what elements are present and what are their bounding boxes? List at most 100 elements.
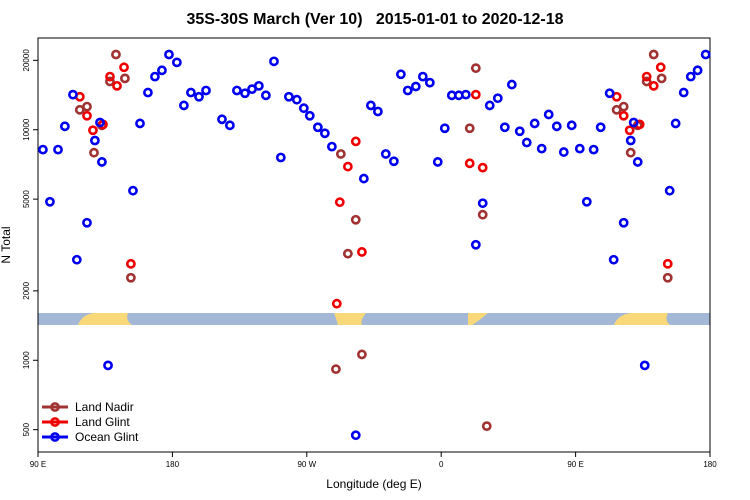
point xyxy=(97,157,107,167)
point xyxy=(105,71,115,82)
legend-marker xyxy=(50,432,60,442)
point xyxy=(350,136,361,147)
point xyxy=(342,248,353,259)
point xyxy=(417,71,428,82)
point xyxy=(68,89,78,100)
point xyxy=(484,100,495,111)
point xyxy=(388,156,399,167)
point xyxy=(224,120,235,131)
point xyxy=(625,135,636,146)
series xyxy=(74,62,673,309)
point xyxy=(53,144,63,155)
point xyxy=(372,106,383,117)
point xyxy=(395,69,406,80)
point xyxy=(670,118,681,129)
point xyxy=(342,161,353,172)
point xyxy=(477,209,488,220)
y-axis-label: N Total xyxy=(0,226,13,263)
point xyxy=(350,430,361,441)
x-tick-label: 90 W xyxy=(297,460,316,469)
point xyxy=(625,147,636,158)
point xyxy=(604,88,615,99)
point xyxy=(291,94,302,105)
point xyxy=(201,85,211,96)
legend-marker xyxy=(50,402,60,412)
point xyxy=(186,87,196,98)
legend-marker xyxy=(50,417,60,427)
point xyxy=(143,87,153,98)
point xyxy=(639,360,650,371)
point xyxy=(618,101,629,112)
point xyxy=(611,91,622,102)
point xyxy=(464,158,475,169)
point xyxy=(574,143,585,154)
point xyxy=(365,100,376,111)
point xyxy=(641,76,652,87)
point xyxy=(624,125,635,136)
point xyxy=(618,217,629,228)
point xyxy=(558,147,569,157)
point xyxy=(514,126,525,137)
point xyxy=(470,239,481,250)
point xyxy=(298,103,309,114)
point xyxy=(432,157,443,167)
legend-label: Ocean Glint xyxy=(75,430,139,444)
point xyxy=(119,62,129,73)
point xyxy=(481,421,492,432)
point xyxy=(194,91,204,102)
point xyxy=(331,364,341,375)
point xyxy=(82,101,92,112)
point xyxy=(595,122,606,133)
point xyxy=(105,76,115,87)
point xyxy=(506,79,517,90)
point xyxy=(358,173,369,184)
point xyxy=(608,254,619,265)
point xyxy=(536,143,547,154)
point xyxy=(685,71,696,82)
point xyxy=(331,298,342,309)
point xyxy=(439,123,450,134)
point xyxy=(178,100,189,111)
point xyxy=(529,118,540,129)
point xyxy=(464,123,475,134)
point xyxy=(424,77,435,88)
point xyxy=(45,196,55,207)
point xyxy=(112,80,122,91)
point xyxy=(38,144,48,155)
point xyxy=(357,349,367,360)
point xyxy=(275,152,286,163)
point xyxy=(111,49,121,60)
x-tick-label: 180 xyxy=(703,460,717,469)
point xyxy=(618,110,629,121)
point xyxy=(357,247,367,257)
point xyxy=(470,89,481,100)
point xyxy=(89,147,99,158)
point xyxy=(477,162,488,173)
point xyxy=(89,135,100,146)
point xyxy=(543,109,554,120)
x-tick-label: 90 E xyxy=(567,460,583,469)
legend-label: Land Nadir xyxy=(75,400,134,414)
y-tick-label: 1000 xyxy=(22,351,31,369)
y-tick-label: 10000 xyxy=(22,118,31,141)
point xyxy=(350,214,361,225)
point xyxy=(125,258,136,269)
point xyxy=(648,80,659,91)
point xyxy=(581,196,592,207)
point xyxy=(157,65,167,76)
point xyxy=(312,122,323,133)
point xyxy=(217,114,227,125)
point xyxy=(662,272,673,283)
point xyxy=(253,80,264,91)
point xyxy=(164,49,174,60)
y-tick-label: 2000 xyxy=(22,281,31,299)
point xyxy=(150,71,160,82)
point xyxy=(460,89,471,100)
point xyxy=(232,85,242,96)
point xyxy=(521,137,532,148)
point xyxy=(656,73,667,84)
x-tick-label: 0 xyxy=(439,460,444,469)
point xyxy=(260,90,271,101)
point xyxy=(566,120,577,131)
